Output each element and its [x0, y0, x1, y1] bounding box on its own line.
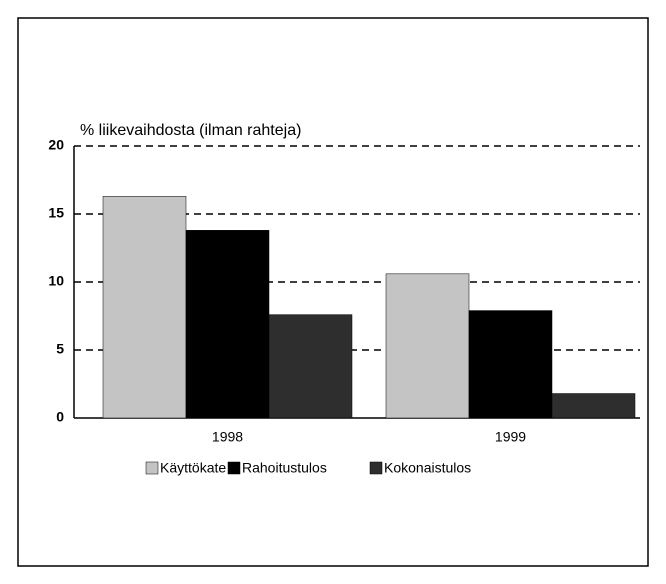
- bar: [185, 230, 270, 419]
- legend-swatch: [227, 461, 241, 475]
- x-tick-label: 1999: [495, 429, 526, 445]
- bar: [102, 196, 187, 419]
- bar: [468, 310, 553, 419]
- legend-swatch: [145, 461, 159, 475]
- chart-title: % liikevaihdosta (ilman rahteja): [80, 122, 301, 139]
- bar: [551, 393, 636, 419]
- legend-swatch: [369, 461, 383, 475]
- legend-label: Käyttökate: [160, 460, 226, 476]
- frame: [17, 17, 649, 567]
- y-tick-label: 15: [48, 205, 64, 221]
- y-tick-label: 10: [48, 273, 64, 289]
- bar: [268, 314, 353, 419]
- y-tick-label: 20: [48, 137, 64, 153]
- y-tick-label: 0: [56, 409, 64, 425]
- bar: [385, 273, 470, 419]
- y-tick-label: 5: [56, 341, 64, 357]
- x-tick-label: 1998: [212, 429, 243, 445]
- legend-label: Kokonaistulos: [384, 460, 471, 476]
- legend-label: Rahoitustulos: [242, 460, 327, 476]
